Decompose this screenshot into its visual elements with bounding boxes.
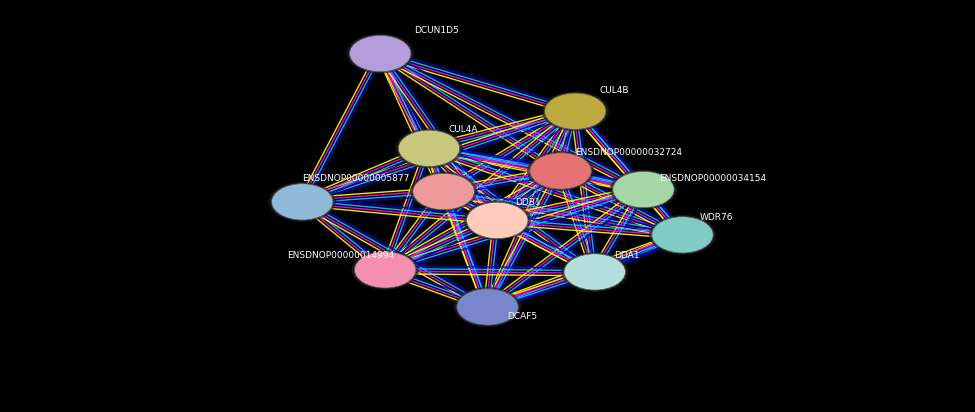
Ellipse shape bbox=[410, 172, 478, 211]
Ellipse shape bbox=[610, 170, 677, 209]
Ellipse shape bbox=[544, 93, 605, 129]
Ellipse shape bbox=[351, 250, 419, 290]
Text: DCUN1D5: DCUN1D5 bbox=[414, 26, 459, 35]
Ellipse shape bbox=[464, 201, 531, 240]
Ellipse shape bbox=[564, 254, 626, 290]
Ellipse shape bbox=[561, 252, 629, 292]
Text: ENSDNOP00000005877: ENSDNOP00000005877 bbox=[302, 174, 410, 183]
Ellipse shape bbox=[651, 217, 713, 253]
Ellipse shape bbox=[542, 91, 608, 131]
Ellipse shape bbox=[413, 173, 474, 210]
Text: ENSDNOP00000014994: ENSDNOP00000014994 bbox=[288, 250, 395, 260]
Text: ENSDNOP00000034154: ENSDNOP00000034154 bbox=[659, 174, 766, 183]
Ellipse shape bbox=[269, 182, 335, 222]
Ellipse shape bbox=[398, 130, 460, 166]
Text: DCAF5: DCAF5 bbox=[507, 312, 537, 321]
Ellipse shape bbox=[456, 289, 519, 325]
Ellipse shape bbox=[396, 129, 462, 168]
Ellipse shape bbox=[454, 287, 522, 327]
Text: ENSDNOP00000032724: ENSDNOP00000032724 bbox=[575, 147, 682, 157]
Ellipse shape bbox=[526, 151, 595, 191]
Ellipse shape bbox=[466, 202, 528, 239]
Ellipse shape bbox=[530, 153, 591, 189]
Text: CUL4B: CUL4B bbox=[600, 86, 629, 95]
Text: DDB1: DDB1 bbox=[515, 198, 540, 207]
Ellipse shape bbox=[355, 252, 415, 288]
Text: WDR76: WDR76 bbox=[700, 213, 733, 222]
Text: DDA1: DDA1 bbox=[614, 250, 640, 260]
Text: CUL4A: CUL4A bbox=[448, 125, 478, 134]
Ellipse shape bbox=[347, 34, 413, 73]
Ellipse shape bbox=[613, 171, 675, 208]
Ellipse shape bbox=[349, 35, 411, 72]
Ellipse shape bbox=[271, 184, 332, 220]
Ellipse shape bbox=[649, 215, 716, 255]
